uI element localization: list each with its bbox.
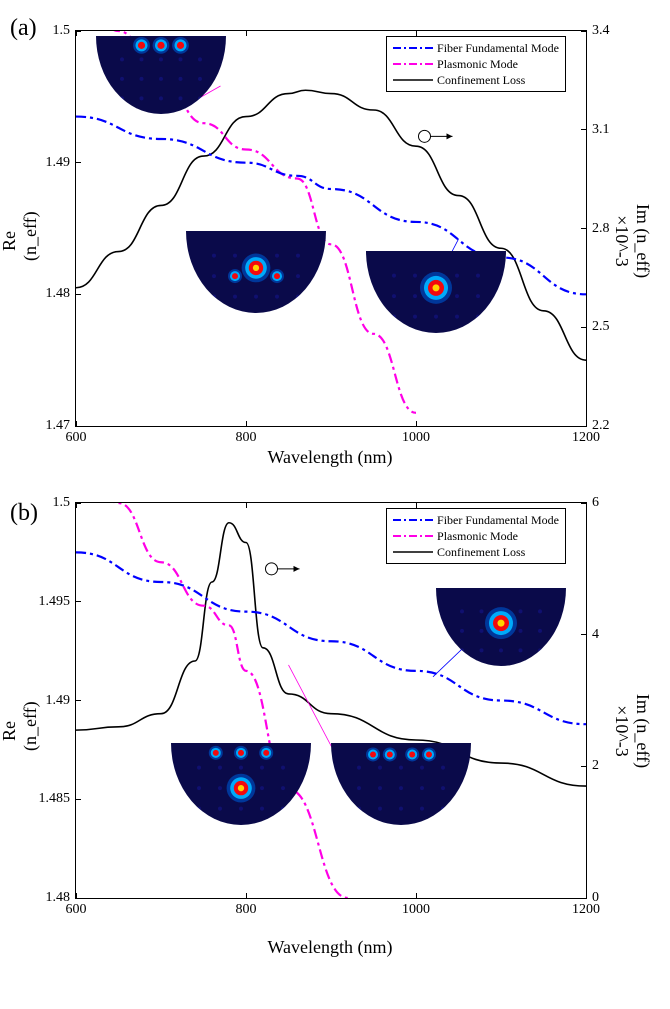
legend-loss: Confinement Loss <box>437 73 525 88</box>
mode-inset <box>366 251 506 333</box>
ylabel-left-a: Re (n_eff) <box>0 221 41 261</box>
ylabel-right-a: Im (n_eff) ×10^-3 <box>611 181 653 301</box>
mode-inset <box>96 36 226 114</box>
legend-fiber: Fiber Fundamental Mode <box>437 41 559 56</box>
ylabel-left-b: Re (n_eff) <box>0 711 41 751</box>
mode-inset <box>436 588 566 666</box>
legend-a: Fiber Fundamental Mode Plasmonic Mode Co… <box>386 36 566 92</box>
xlabel-a: Wavelength (nm) <box>10 447 650 468</box>
mode-inset <box>171 743 311 825</box>
mode-inset <box>331 743 471 825</box>
legend-b: Fiber Fundamental Mode Plasmonic Mode Co… <box>386 508 566 564</box>
panel-a-label: (a) <box>10 15 37 42</box>
legend-plasmonic-b: Plasmonic Mode <box>437 529 518 544</box>
panel-b-label: (b) <box>10 500 38 527</box>
figure: (a) Fiber Fundamental Mode Plasmonic Mod… <box>10 10 650 899</box>
ylabel-right-b: Im (n_eff) ×10^-3 <box>611 671 653 791</box>
chart-a: Fiber Fundamental Mode Plasmonic Mode Co… <box>75 30 587 427</box>
mode-inset <box>186 231 326 313</box>
legend-plasmonic: Plasmonic Mode <box>437 57 518 72</box>
chart-b: Fiber Fundamental Mode Plasmonic Mode Co… <box>75 502 587 899</box>
legend-loss-b: Confinement Loss <box>437 545 525 560</box>
legend-fiber-b: Fiber Fundamental Mode <box>437 513 559 528</box>
xlabel-b: Wavelength (nm) <box>10 937 650 958</box>
